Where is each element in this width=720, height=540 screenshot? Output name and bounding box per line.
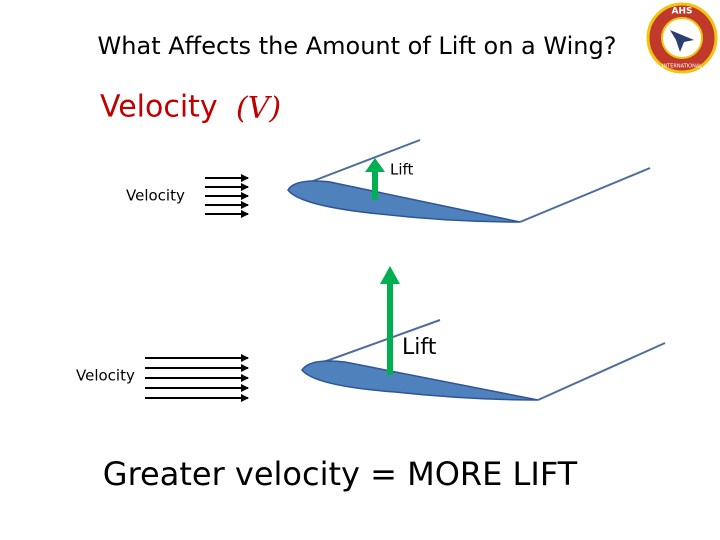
caption: Greater velocity = MORE LIFT	[103, 455, 578, 493]
subtitle-label: Velocity	[100, 90, 218, 125]
velocity-label: Velocity	[76, 367, 135, 385]
logo-text: AHS	[672, 7, 693, 17]
velocity-label: Velocity	[126, 187, 185, 205]
diagram-large: Lift Velocity	[76, 266, 666, 402]
logo-ring-text: INTERNATIONAL	[662, 64, 702, 70]
slide-title: What Affects the Amount of Lift on a Win…	[98, 32, 617, 60]
logo: AHS INTERNATIONAL	[646, 2, 718, 74]
lift-label: Lift	[402, 335, 437, 360]
lift-label: Lift	[390, 161, 414, 179]
subtitle-variable: (V)	[236, 91, 281, 126]
diagram-small: Lift Velocity	[126, 139, 651, 223]
